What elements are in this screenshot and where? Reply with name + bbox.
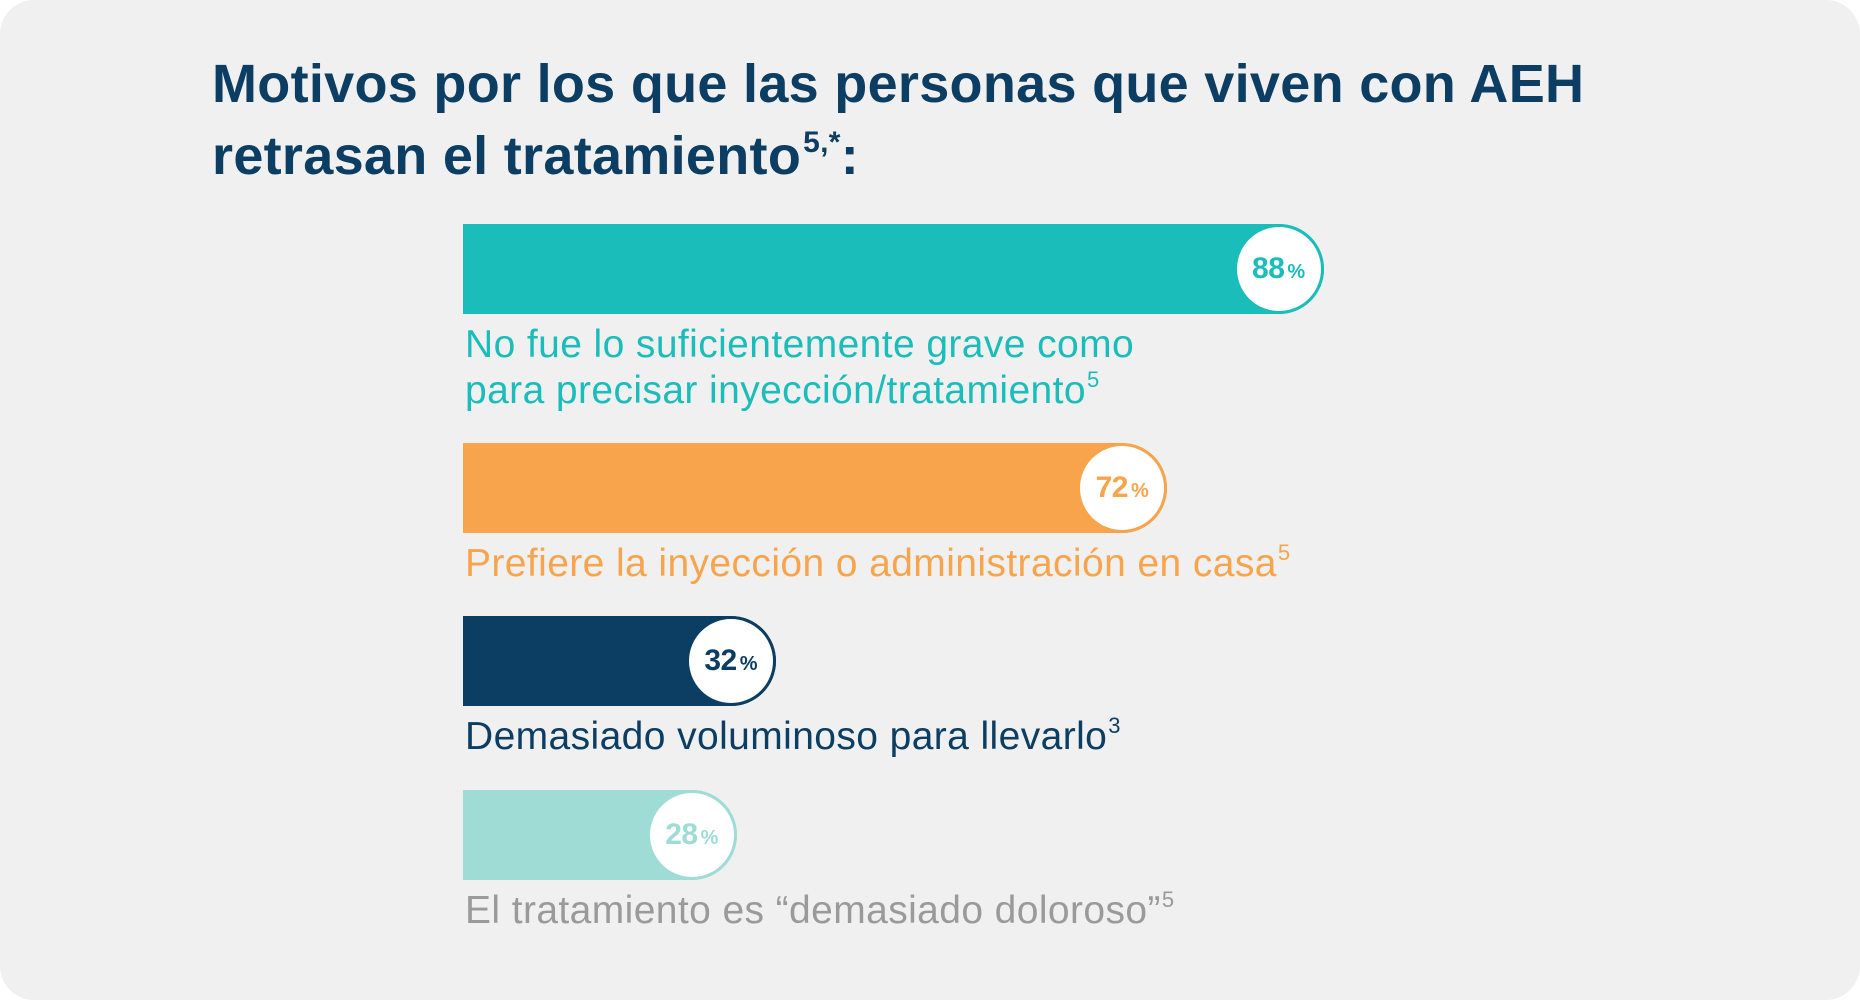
chart-title: Motivos por los que las personas que viv… (212, 54, 1585, 186)
reference-footnote: 5 (1086, 367, 1100, 392)
category-label: El tratamiento es “demasiado doloroso”5 (465, 887, 1175, 933)
category-label: No fue lo suficientemente grave como para… (465, 323, 1135, 412)
unit-label: % (739, 652, 758, 675)
bar (463, 224, 1324, 314)
reference-footnote: 3 (1108, 713, 1121, 738)
unit-label: % (1287, 260, 1306, 283)
value-badge: 72% (1077, 443, 1168, 533)
unit-label: % (1130, 479, 1149, 502)
reference-footnote: 5 (1161, 887, 1175, 912)
reference-footnote: 5 (1277, 540, 1291, 565)
value-label: 72 (1095, 471, 1129, 504)
unit-label: % (700, 826, 719, 849)
value-label: 32 (704, 644, 737, 677)
value-badge: 28% (646, 790, 737, 880)
value-badge: 88% (1233, 224, 1324, 314)
title-footnote: 5,* (803, 126, 841, 159)
bar (463, 443, 1168, 533)
value-label: 88 (1252, 252, 1285, 285)
value-label: 28 (665, 818, 698, 851)
value-badge: 32% (685, 616, 776, 706)
category-label: Demasiado voluminoso para llevarlo3 (465, 713, 1121, 759)
category-label: Prefiere la inyección o administración e… (465, 540, 1291, 586)
